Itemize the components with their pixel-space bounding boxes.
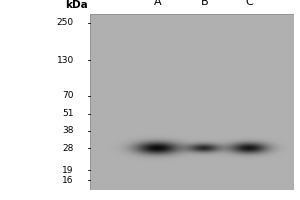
Text: 16: 16 (62, 176, 74, 185)
Text: 28: 28 (62, 144, 74, 153)
Text: A: A (154, 0, 161, 7)
Text: 250: 250 (57, 18, 74, 27)
Text: kDa: kDa (65, 0, 88, 10)
Text: B: B (200, 0, 208, 7)
Text: 38: 38 (62, 126, 74, 135)
Text: 19: 19 (62, 166, 74, 175)
Text: 51: 51 (62, 109, 74, 118)
Text: 130: 130 (56, 56, 74, 65)
Text: C: C (245, 0, 253, 7)
Text: 70: 70 (62, 91, 74, 100)
